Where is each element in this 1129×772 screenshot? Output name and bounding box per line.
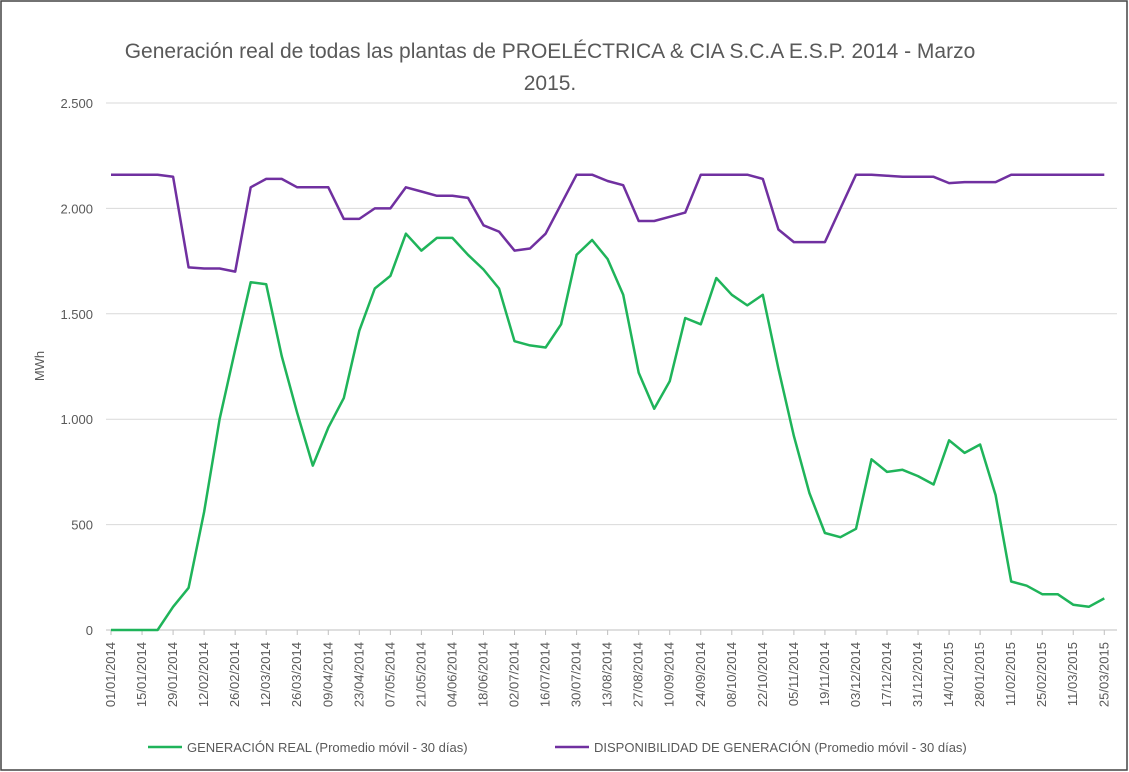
y-tick-label: 1.500: [60, 307, 93, 322]
x-tick-label: 12/02/2014: [196, 642, 211, 707]
x-tick-label: 17/12/2014: [879, 642, 894, 707]
y-axis-label: MWh: [32, 351, 47, 381]
x-tick-label: 09/04/2014: [320, 642, 335, 707]
data-line: [111, 232, 1105, 632]
x-tick-label: 02/07/2014: [507, 642, 522, 707]
y-tick-label: 500: [71, 518, 93, 533]
y-tick-label: 2.500: [60, 96, 93, 111]
y-tick-label: 0: [86, 623, 93, 638]
legend-label: GENERACIÓN REAL (Promedio móvil - 30 día…: [187, 740, 468, 755]
x-tick-label: 19/11/2014: [817, 642, 832, 706]
x-tick-label: 07/05/2014: [382, 642, 397, 707]
x-tick-label: 18/06/2014: [475, 642, 490, 707]
x-tick-label: 25/02/2015: [1034, 642, 1049, 707]
x-tick-label: 21/05/2014: [413, 642, 428, 707]
x-tick-label: 29/01/2014: [165, 642, 180, 707]
x-tick-label: 08/10/2014: [724, 642, 739, 707]
y-tick-label: 1.000: [60, 412, 93, 427]
x-tick-label: 26/03/2014: [289, 642, 304, 707]
data-line: [111, 173, 1105, 273]
x-tick-label: 13/08/2014: [600, 642, 615, 707]
x-tick-label: 22/10/2014: [755, 642, 770, 707]
x-tick-label: 16/07/2014: [538, 642, 553, 707]
x-tick-label: 15/01/2014: [134, 642, 149, 707]
y-tick-label: 2.000: [60, 201, 93, 216]
x-tick-label: 11/02/2015: [1003, 642, 1018, 706]
x-tick-label: 11/03/2015: [1065, 642, 1080, 706]
x-tick-label: 28/01/2015: [972, 642, 987, 707]
x-tick-label: 26/02/2014: [227, 642, 242, 707]
x-tick-label: 04/06/2014: [444, 642, 459, 707]
chart-title: Generación real de todas las plantas de …: [124, 40, 976, 95]
x-tick-label: 01/01/2014: [103, 642, 118, 707]
x-tick-label: 24/09/2014: [693, 642, 708, 707]
x-tick-label: 03/12/2014: [848, 642, 863, 707]
x-tick-label: 23/04/2014: [351, 642, 366, 707]
x-tick-label: 27/08/2014: [631, 642, 646, 707]
x-tick-label: 30/07/2014: [569, 642, 584, 707]
x-tick-label: 05/11/2014: [786, 642, 801, 706]
x-tick-label: 31/12/2014: [910, 642, 925, 707]
x-tick-label: 25/03/2015: [1096, 642, 1111, 707]
x-tick-label: 10/09/2014: [662, 642, 677, 707]
x-tick-label: 12/03/2014: [258, 642, 273, 707]
x-tick-label: 14/01/2015: [941, 642, 956, 707]
legend-label: DISPONIBILIDAD DE GENERACIÓN (Promedio m…: [594, 740, 967, 755]
